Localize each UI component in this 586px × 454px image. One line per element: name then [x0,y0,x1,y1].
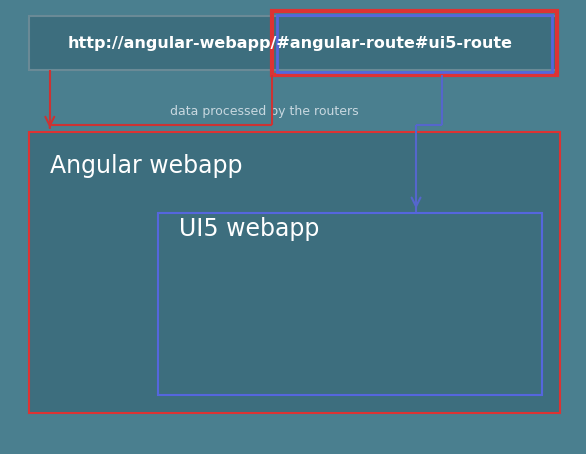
Bar [277,15,552,72]
Bar [29,16,557,70]
Bar [158,213,542,395]
Text: UI5 webapp: UI5 webapp [179,217,319,241]
Text: data processed by the routers: data processed by the routers [170,105,359,118]
Text: http://angular-webapp/#angular-route#ui5-route: http://angular-webapp/#angular-route#ui5… [67,35,513,51]
Bar [29,132,560,413]
Text: Angular webapp: Angular webapp [50,154,242,178]
Bar [272,11,557,75]
